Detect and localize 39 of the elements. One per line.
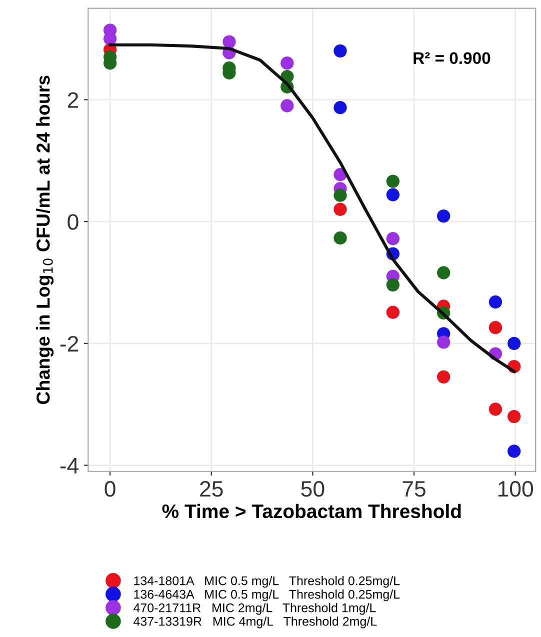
point [437, 266, 450, 280]
legend-label: 136-4643A MIC 0.5 mg/L Threshold 0.25mg/L [134, 590, 400, 602]
x-axis-title: % Time > Tazobactam Threshold [162, 504, 461, 518]
legend-label: 437-13319R MIC 4mg/L Threshold 2mg/L [134, 616, 377, 628]
y-axis-title: Change in Log$_{10}$ CFU/mL at 24 hours [36, 76, 54, 404]
x-tick-label: 0 [104, 480, 116, 497]
point [222, 35, 236, 48]
y-tick-label: -4 [60, 458, 79, 474]
x-tick-label: 25 [200, 480, 223, 497]
point [508, 410, 521, 424]
point [334, 188, 347, 202]
x-tick-label: 50 [301, 480, 324, 497]
y-tick-label: -2 [60, 336, 78, 352]
point [437, 370, 450, 384]
point [334, 231, 347, 245]
legend-label: 134-1801A MIC 0.5 mg/L Threshold 0.25mg/L [134, 576, 400, 588]
y-tick-label: 2 [68, 92, 78, 108]
point [488, 320, 502, 334]
point [386, 232, 400, 246]
point [386, 306, 400, 319]
point [508, 444, 521, 458]
point [386, 174, 400, 188]
point [334, 101, 347, 114]
point [280, 56, 294, 70]
point [386, 278, 400, 292]
point [437, 336, 450, 349]
x-tick-label: 75 [402, 481, 426, 497]
point [334, 44, 347, 58]
point [508, 336, 521, 350]
y-tick-label: 0 [68, 214, 78, 230]
point [437, 209, 450, 223]
annotation: R² = 0.900 [414, 52, 490, 64]
point [386, 188, 400, 202]
point [334, 202, 347, 216]
point [280, 99, 294, 112]
point [488, 295, 502, 309]
x-tick-label: 100 [498, 480, 533, 497]
point [488, 402, 502, 416]
legend-label: 470-21711R MIC 2mg/L Threshold 1mg/L [134, 603, 376, 615]
